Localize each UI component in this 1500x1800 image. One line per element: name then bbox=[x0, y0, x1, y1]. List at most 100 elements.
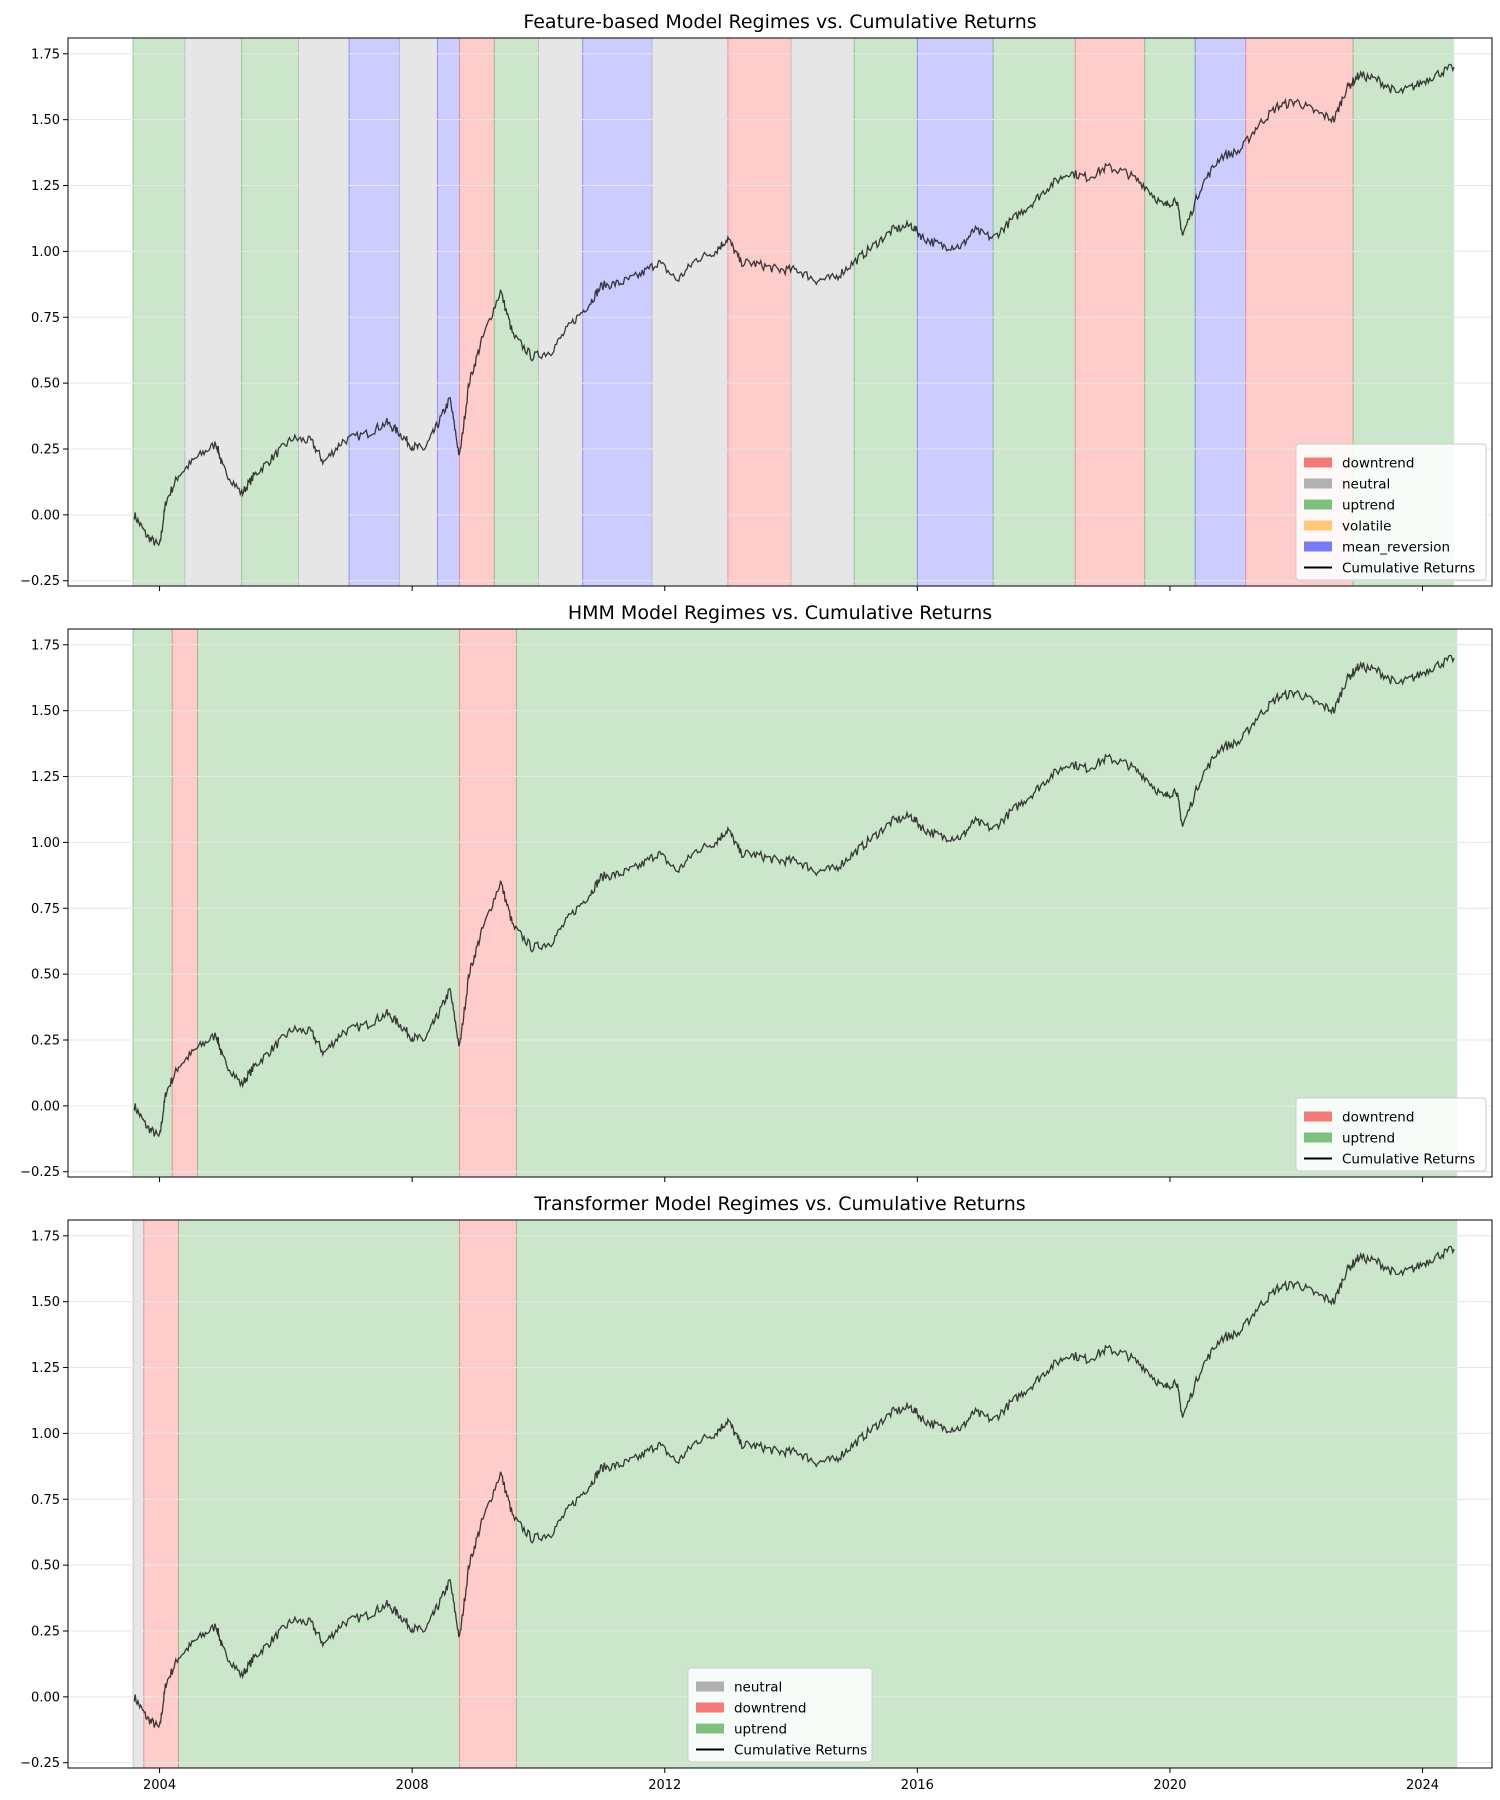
plot-area: −0.25 0.00 0.25 0.50 0.75 1.00 1.25 1.50 1.75 200… bbox=[20, 1219, 1493, 1793]
y-tick-label: 1.75 bbox=[31, 47, 60, 62]
panel-hmm: HMM Model Regimes vs. Cumulative Returns… bbox=[20, 602, 1493, 1182]
legend-patch-swatch bbox=[696, 1681, 724, 1692]
legend-patch-swatch bbox=[1304, 541, 1332, 552]
legend-label: downtrend bbox=[1342, 1110, 1414, 1126]
x-tick-label: 2024 bbox=[1406, 1778, 1439, 1793]
panel-feature-based: Feature-based Model Regimes vs. Cumulati… bbox=[20, 11, 1493, 591]
y-tick-label: 1.00 bbox=[31, 245, 60, 260]
regime-band-uptrend bbox=[133, 38, 185, 586]
y-tick-label: 1.50 bbox=[31, 113, 60, 128]
axes-frame bbox=[67, 37, 1493, 587]
regime-band-mean_reversion bbox=[917, 38, 994, 586]
y-tick-label: 0.75 bbox=[31, 1493, 60, 1508]
regime-band-downtrend bbox=[143, 1220, 179, 1768]
regime-band-uptrend bbox=[133, 629, 173, 1177]
y-tick-label: 1.25 bbox=[31, 1361, 60, 1376]
legend-patch-swatch bbox=[1304, 499, 1332, 510]
legend-box bbox=[1295, 443, 1487, 581]
x-tick-label: 2008 bbox=[396, 1778, 429, 1793]
regime-band-mean_reversion bbox=[437, 38, 460, 586]
legend: downtrend neutral uptrend volatile mean_reve… bbox=[1295, 443, 1487, 581]
regime-band-uptrend bbox=[516, 1220, 1458, 1768]
y-tick-label: 0.50 bbox=[31, 1559, 60, 1574]
x-tick-label: 2020 bbox=[1153, 1778, 1186, 1793]
regime-band-downtrend bbox=[727, 38, 792, 586]
legend-patch-swatch bbox=[1304, 520, 1332, 531]
axes-frame bbox=[67, 1219, 1493, 1769]
x-tick-label: 2012 bbox=[648, 1778, 681, 1793]
legend-patch-swatch bbox=[1304, 457, 1332, 468]
y-tick-label: 1.25 bbox=[31, 770, 60, 785]
y-tick-label: 1.00 bbox=[31, 836, 60, 851]
y-tick-label: 1.75 bbox=[31, 1229, 60, 1244]
y-tick-label: 1.75 bbox=[31, 638, 60, 653]
legend-label: downtrend bbox=[734, 1701, 806, 1717]
regime-band-uptrend bbox=[993, 38, 1076, 586]
regime-band-uptrend bbox=[516, 629, 1458, 1177]
regime-band-uptrend bbox=[197, 629, 460, 1177]
y-tick-label: 0.00 bbox=[31, 1690, 60, 1705]
y-tick-label: 1.25 bbox=[31, 179, 60, 194]
y-tick-label: 1.50 bbox=[31, 1295, 60, 1310]
cumulative-returns-line bbox=[133, 63, 1455, 547]
chart-title: Transformer Model Regimes vs. Cumulative… bbox=[533, 1193, 1025, 1215]
legend-patch-swatch bbox=[1304, 478, 1332, 489]
regime-band-neutral bbox=[538, 38, 583, 586]
regime-bands bbox=[132, 1220, 1458, 1768]
regime-band-mean_reversion bbox=[349, 38, 400, 586]
y-tick-label: −0.25 bbox=[20, 1756, 60, 1771]
regime-band-uptrend bbox=[1144, 38, 1196, 586]
regime-band-neutral bbox=[133, 1220, 144, 1768]
legend-patch-swatch bbox=[1304, 1132, 1332, 1143]
regime-band-neutral bbox=[652, 38, 728, 586]
legend-label: volatile bbox=[1342, 519, 1391, 535]
legend-label: uptrend bbox=[1342, 1131, 1395, 1147]
regime-band-uptrend bbox=[241, 38, 299, 586]
regime-band-downtrend bbox=[459, 629, 517, 1177]
legend-label: Cumulative Returns bbox=[734, 1743, 867, 1759]
regime-band-downtrend bbox=[1075, 38, 1145, 586]
legend-box bbox=[1295, 1097, 1487, 1172]
regime-bands bbox=[132, 38, 1455, 586]
y-tick-label: 0.75 bbox=[31, 311, 60, 326]
legend-patch-swatch bbox=[696, 1723, 724, 1734]
cumulative-returns-line bbox=[133, 654, 1455, 1138]
x-tick-label: 2016 bbox=[901, 1778, 934, 1793]
legend-label: downtrend bbox=[1342, 456, 1414, 472]
regime-band-neutral bbox=[298, 38, 350, 586]
panel-transformer: Transformer Model Regimes vs. Cumulative… bbox=[20, 1193, 1493, 1793]
regime-band-mean_reversion bbox=[1195, 38, 1246, 586]
legend-label: Cumulative Returns bbox=[1342, 561, 1475, 577]
chart-title: Feature-based Model Regimes vs. Cumulati… bbox=[523, 11, 1036, 33]
regime-band-uptrend bbox=[854, 38, 918, 586]
regime-bands bbox=[132, 629, 1458, 1177]
cumulative-returns-line bbox=[133, 1245, 1455, 1729]
y-tick-label: 0.25 bbox=[31, 443, 60, 458]
y-tick-label: 1.00 bbox=[31, 1427, 60, 1442]
legend-label: Cumulative Returns bbox=[1342, 1152, 1475, 1168]
y-tick-label: 0.00 bbox=[31, 508, 60, 523]
legend: neutral downtrend uptrend Cumulative Return… bbox=[687, 1667, 873, 1763]
legend-patch-swatch bbox=[1304, 1111, 1332, 1122]
regime-band-mean_reversion bbox=[582, 38, 653, 586]
regime-band-neutral bbox=[399, 38, 438, 586]
y-tick-label: −0.25 bbox=[20, 1165, 60, 1180]
y-tick-label: 0.50 bbox=[31, 377, 60, 392]
plot-area: −0.25 0.00 0.25 0.50 0.75 1.00 1.25 1.50 1.75 dow… bbox=[20, 628, 1493, 1182]
y-tick-label: 0.50 bbox=[31, 968, 60, 983]
y-tick-label: 1.50 bbox=[31, 704, 60, 719]
legend-box bbox=[687, 1667, 873, 1763]
regime-band-downtrend bbox=[459, 38, 495, 586]
chart-title: HMM Model Regimes vs. Cumulative Returns bbox=[568, 602, 992, 624]
legend-patch-swatch bbox=[696, 1702, 724, 1713]
regime-band-downtrend bbox=[459, 1220, 517, 1768]
regime-band-uptrend bbox=[178, 1220, 460, 1768]
regime-band-neutral bbox=[791, 38, 855, 586]
y-tick-label: 0.00 bbox=[31, 1099, 60, 1114]
regime-band-downtrend bbox=[172, 629, 198, 1177]
legend-label: uptrend bbox=[734, 1722, 787, 1738]
legend-label: uptrend bbox=[1342, 498, 1395, 514]
y-tick-label: 0.25 bbox=[31, 1625, 60, 1640]
